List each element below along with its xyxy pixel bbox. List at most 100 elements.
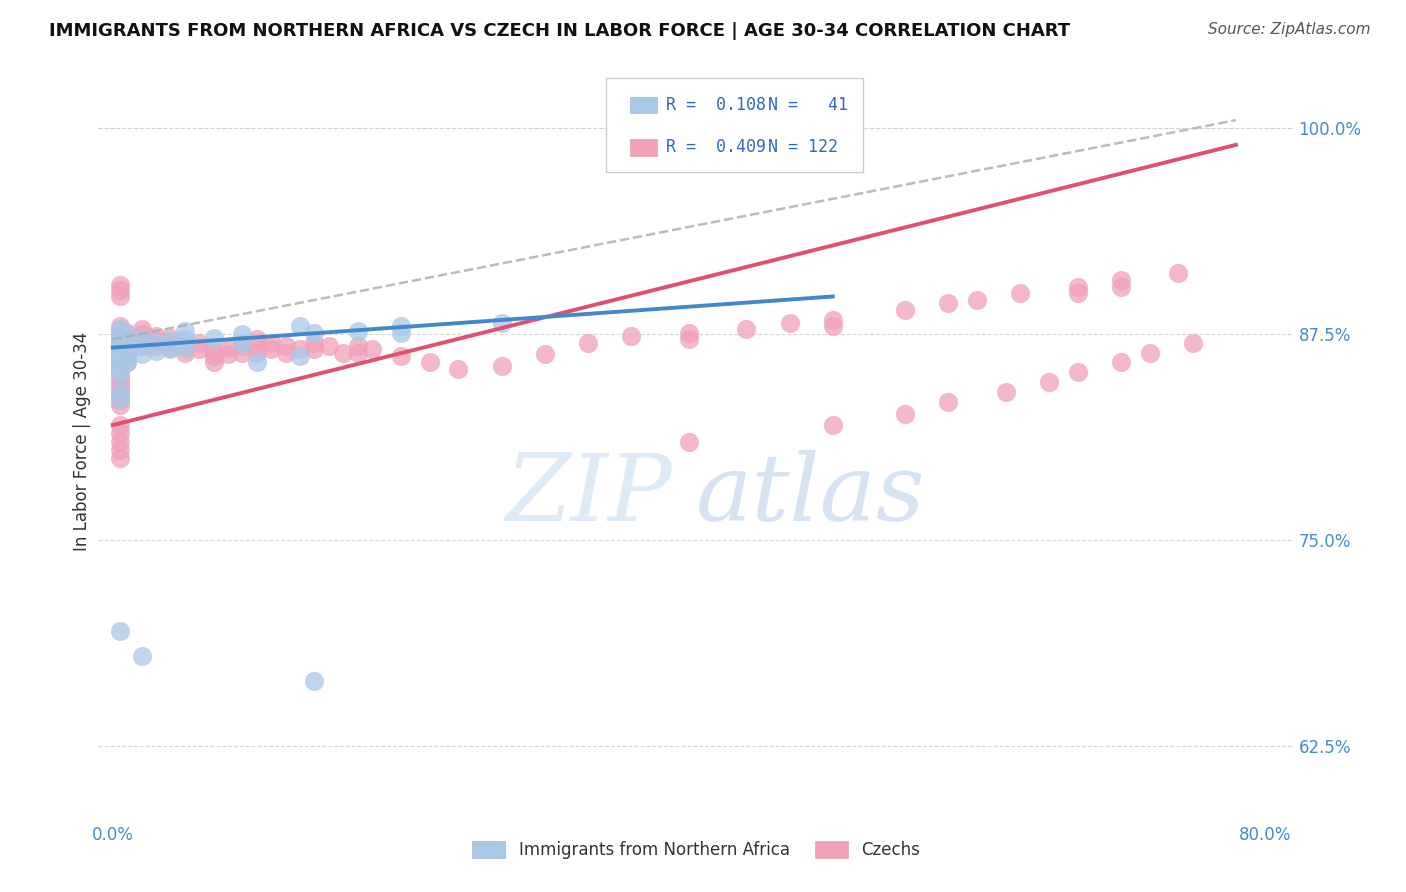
Point — [108, 359, 131, 373]
Point — [108, 388, 131, 402]
Point — [1181, 335, 1204, 350]
Point — [304, 326, 326, 340]
Point — [145, 334, 167, 348]
Point — [332, 345, 354, 359]
Point — [576, 335, 599, 350]
Point — [678, 332, 700, 346]
Point — [231, 345, 253, 359]
Point — [1066, 279, 1088, 293]
Point — [115, 355, 138, 369]
Point — [246, 332, 269, 346]
Point — [173, 332, 195, 346]
Point — [893, 407, 915, 421]
Point — [491, 359, 513, 373]
Point — [108, 367, 131, 381]
Point — [108, 426, 131, 441]
Point — [173, 345, 195, 359]
Point — [108, 339, 131, 353]
Point — [115, 326, 138, 340]
Point — [108, 364, 131, 378]
Text: IMMIGRANTS FROM NORTHERN AFRICA VS CZECH IN LABOR FORCE | AGE 30-34 CORRELATION : IMMIGRANTS FROM NORTHERN AFRICA VS CZECH… — [49, 22, 1070, 40]
Point — [288, 343, 311, 357]
Point — [108, 624, 131, 638]
Point — [274, 339, 297, 353]
Point — [1008, 286, 1031, 301]
Point — [994, 385, 1017, 400]
Point — [115, 335, 138, 350]
Point — [108, 352, 131, 367]
Point — [145, 329, 167, 343]
Point — [188, 335, 211, 350]
Point — [108, 322, 131, 336]
FancyBboxPatch shape — [606, 78, 863, 172]
Point — [288, 319, 311, 334]
Point — [108, 332, 131, 346]
Point — [108, 343, 131, 358]
Point — [131, 322, 153, 336]
Point — [108, 378, 131, 392]
Point — [260, 343, 283, 357]
Point — [1066, 365, 1088, 379]
Point — [620, 329, 643, 343]
Point — [108, 319, 131, 334]
Point — [274, 345, 297, 359]
Point — [131, 339, 153, 353]
Point — [108, 337, 131, 351]
Point — [346, 345, 368, 359]
Point — [159, 341, 181, 355]
Point — [115, 345, 138, 359]
Point — [678, 434, 700, 449]
Point — [491, 316, 513, 330]
Point — [1139, 345, 1161, 359]
Point — [389, 326, 412, 340]
Point — [389, 319, 412, 334]
Point — [108, 324, 131, 338]
Point — [1066, 286, 1088, 301]
Point — [115, 349, 138, 363]
Text: atlas: atlas — [696, 450, 925, 540]
Point — [108, 283, 131, 297]
Point — [231, 335, 253, 350]
Point — [115, 355, 138, 369]
Point — [108, 357, 131, 371]
Point — [108, 347, 131, 361]
Point — [1109, 273, 1132, 287]
Point — [1109, 355, 1132, 369]
Point — [217, 341, 239, 355]
Point — [108, 289, 131, 303]
Point — [115, 351, 138, 365]
Point — [678, 326, 700, 340]
Point — [159, 334, 181, 348]
Point — [893, 302, 915, 317]
Point — [108, 393, 131, 408]
Point — [966, 293, 988, 307]
Text: ZIP: ZIP — [505, 450, 672, 540]
Text: R =  0.409: R = 0.409 — [666, 138, 766, 156]
Point — [115, 343, 138, 357]
Point — [419, 355, 441, 369]
Point — [115, 335, 138, 350]
Point — [159, 335, 181, 350]
Point — [735, 322, 758, 336]
Point — [108, 368, 131, 383]
FancyBboxPatch shape — [630, 96, 657, 113]
Point — [821, 319, 844, 334]
Point — [115, 341, 138, 355]
Point — [145, 335, 167, 350]
Point — [173, 339, 195, 353]
Point — [821, 312, 844, 326]
Point — [936, 296, 959, 310]
Point — [131, 347, 153, 361]
Point — [260, 335, 283, 350]
Point — [145, 339, 167, 353]
Point — [231, 339, 253, 353]
Point — [188, 343, 211, 357]
Point — [533, 347, 555, 361]
Point — [131, 339, 153, 353]
Point — [202, 331, 225, 345]
Point — [131, 327, 153, 342]
Y-axis label: In Labor Force | Age 30-34: In Labor Force | Age 30-34 — [73, 332, 91, 551]
Point — [108, 418, 131, 433]
FancyBboxPatch shape — [630, 139, 657, 156]
Point — [202, 355, 225, 369]
